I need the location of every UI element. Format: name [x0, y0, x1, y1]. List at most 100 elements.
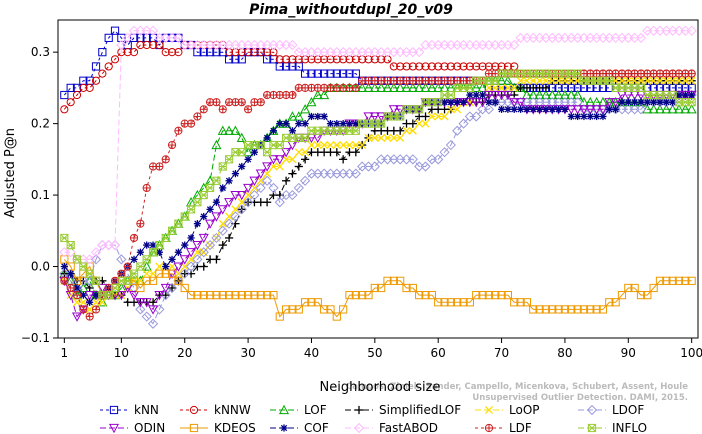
legend-label-knn: kNN — [134, 403, 159, 417]
data-point-cof — [643, 98, 651, 106]
data-point-knn — [339, 69, 348, 78]
data-point-cof — [314, 112, 322, 121]
data-point-kdeos — [370, 283, 379, 293]
data-point-odin — [179, 255, 190, 265]
data-point-knn — [60, 90, 69, 100]
data-point-inflo — [110, 283, 120, 293]
series-line-ldf — [63, 73, 692, 318]
data-point-knnw — [79, 83, 88, 92]
legend-label-cof: COF — [304, 421, 329, 434]
data-point-kdeos — [560, 305, 570, 314]
data-point-kdeos — [136, 283, 145, 293]
data-point-ldof — [147, 318, 159, 329]
data-point-cof — [542, 105, 550, 113]
data-point-lof — [300, 104, 311, 114]
data-point-knnw — [427, 62, 436, 71]
data-point-knnw — [224, 48, 234, 57]
data-point-inflo — [256, 140, 265, 150]
data-point-knn — [129, 33, 139, 42]
data-point-fastabod — [686, 25, 697, 36]
data-point-ldf — [212, 98, 221, 107]
data-point-cof — [681, 91, 689, 99]
data-point-knn — [345, 69, 354, 78]
x-axis-label: Neighborhood size — [320, 380, 441, 395]
data-point-knnw — [148, 40, 158, 50]
data-point-kdeos — [579, 305, 589, 314]
data-point-loop — [624, 76, 633, 85]
data-point-inflo — [174, 219, 183, 228]
data-point-cof — [231, 170, 240, 178]
data-point-lof — [363, 82, 374, 92]
data-point-inflo — [91, 276, 101, 285]
legend-marker-ldf — [484, 423, 494, 433]
data-point-kdeos — [687, 276, 696, 285]
data-point-cof — [656, 98, 664, 106]
data-point-knnw — [104, 62, 113, 71]
data-point-knn — [326, 69, 335, 78]
data-point-cof — [453, 98, 461, 106]
data-point-ldof — [255, 182, 266, 194]
data-point-ldf — [91, 305, 101, 314]
series-fastabod — [59, 25, 697, 265]
data-point-knnw — [155, 40, 164, 50]
data-point-fastabod — [173, 32, 184, 43]
data-point-loop — [377, 133, 386, 142]
data-point-kdeos — [491, 291, 500, 300]
x-tick-label: 40 — [304, 346, 319, 360]
data-point-kdeos — [358, 291, 367, 300]
data-point-inflo — [129, 269, 139, 278]
data-point-kdeos — [174, 276, 183, 285]
data-point-cof — [478, 91, 487, 99]
data-point-kdeos — [250, 291, 259, 300]
watermark: Campos, Zimek, Sander, Campello, Micenko… — [346, 382, 688, 403]
data-point-cof — [206, 205, 214, 213]
data-point-kdeos — [472, 291, 481, 300]
data-point-ldof — [268, 182, 279, 194]
data-point-simplifiedlof — [199, 262, 208, 271]
data-point-ldof — [433, 154, 444, 165]
data-point-lof — [553, 89, 564, 100]
data-point-loop — [345, 140, 354, 150]
data-point-kdeos — [383, 276, 392, 285]
data-point-kdeos — [567, 305, 576, 314]
data-point-kdeos — [199, 291, 208, 300]
data-point-lof — [673, 104, 685, 114]
data-point-odin — [71, 312, 83, 322]
data-point-cof — [60, 262, 68, 271]
data-point-loop — [415, 119, 424, 128]
data-point-ldof — [420, 161, 431, 172]
data-point-loop — [630, 76, 639, 85]
data-point-loop — [301, 148, 310, 157]
data-point-kdeos — [541, 305, 551, 314]
data-point-ldf — [193, 112, 202, 121]
data-point-cof — [662, 98, 670, 106]
y-tick-label: 0.1 — [31, 188, 50, 202]
data-point-inflo — [687, 98, 696, 107]
data-point-knnw — [408, 62, 417, 71]
data-point-ldf — [117, 269, 126, 278]
data-point-loop — [554, 76, 563, 85]
x-tick-label: 1 — [61, 346, 69, 360]
data-point-lof — [217, 125, 228, 135]
data-point-kdeos — [155, 269, 164, 278]
data-point-cof — [276, 120, 284, 128]
x-tick-label: 10 — [114, 346, 129, 360]
data-point-odin — [255, 169, 266, 179]
data-point-knn — [351, 69, 360, 78]
data-point-knnw — [288, 55, 297, 64]
data-point-loop — [440, 112, 449, 121]
data-point-ldof — [204, 239, 216, 251]
data-point-ldf — [174, 126, 183, 135]
x-tick-label: 90 — [621, 346, 636, 360]
data-point-loop — [351, 140, 360, 150]
data-point-inflo — [263, 148, 272, 157]
data-point-cof — [320, 112, 328, 121]
data-point-cof — [485, 98, 493, 106]
data-point-inflo — [193, 198, 202, 207]
data-point-inflo — [167, 226, 177, 235]
data-point-kdeos — [396, 276, 405, 285]
data-point-odin — [84, 291, 95, 301]
data-point-odin — [490, 90, 501, 101]
data-point-cof — [200, 212, 208, 221]
